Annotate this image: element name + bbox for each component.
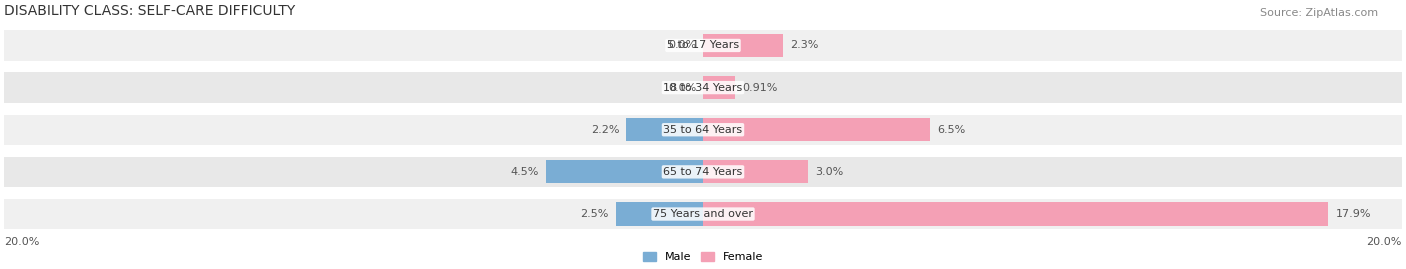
Text: 65 to 74 Years: 65 to 74 Years bbox=[664, 167, 742, 177]
Text: 2.5%: 2.5% bbox=[581, 209, 609, 219]
Text: 2.3%: 2.3% bbox=[790, 40, 818, 51]
Bar bbox=[626, 118, 703, 141]
Text: 0.0%: 0.0% bbox=[668, 83, 696, 93]
Text: 5 to 17 Years: 5 to 17 Years bbox=[666, 40, 740, 51]
Bar bbox=[703, 118, 931, 141]
Text: 20.0%: 20.0% bbox=[4, 237, 39, 247]
Text: 3.0%: 3.0% bbox=[815, 167, 844, 177]
Text: 18 to 34 Years: 18 to 34 Years bbox=[664, 83, 742, 93]
Bar bbox=[703, 160, 808, 183]
Text: 2.2%: 2.2% bbox=[591, 125, 619, 135]
Text: 75 Years and over: 75 Years and over bbox=[652, 209, 754, 219]
Bar bbox=[703, 34, 783, 57]
Text: DISABILITY CLASS: SELF-CARE DIFFICULTY: DISABILITY CLASS: SELF-CARE DIFFICULTY bbox=[4, 4, 295, 18]
Legend: Male, Female: Male, Female bbox=[638, 248, 768, 267]
Bar bbox=[4, 72, 1402, 103]
Bar bbox=[703, 203, 1329, 226]
Text: Source: ZipAtlas.com: Source: ZipAtlas.com bbox=[1260, 8, 1378, 18]
Text: 0.91%: 0.91% bbox=[742, 83, 778, 93]
Bar bbox=[546, 160, 703, 183]
Bar bbox=[703, 76, 735, 99]
Text: 17.9%: 17.9% bbox=[1336, 209, 1371, 219]
Text: 6.5%: 6.5% bbox=[938, 125, 966, 135]
Text: 35 to 64 Years: 35 to 64 Years bbox=[664, 125, 742, 135]
Bar bbox=[4, 115, 1402, 145]
Text: 4.5%: 4.5% bbox=[510, 167, 538, 177]
Bar bbox=[4, 199, 1402, 229]
Text: 20.0%: 20.0% bbox=[1367, 237, 1402, 247]
Bar bbox=[4, 157, 1402, 187]
Bar bbox=[4, 30, 1402, 61]
Text: 0.0%: 0.0% bbox=[668, 40, 696, 51]
Bar bbox=[616, 203, 703, 226]
